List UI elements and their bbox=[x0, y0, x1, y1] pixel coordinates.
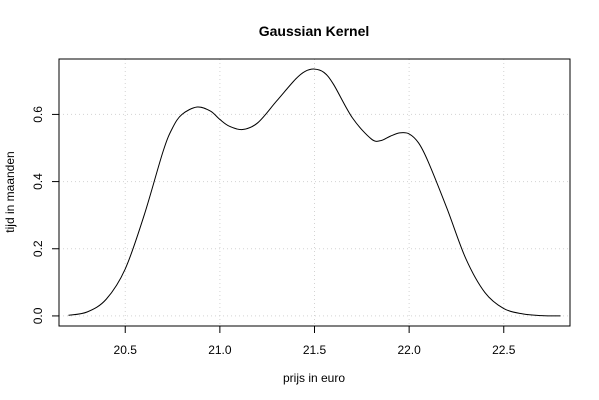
x-tick-label: 21.0 bbox=[208, 343, 232, 357]
x-tick-label: 20.5 bbox=[114, 343, 138, 357]
x-tick-label: 22.5 bbox=[492, 343, 516, 357]
x-tick-label: 21.5 bbox=[303, 343, 327, 357]
y-axis: 0.0 0.2 0.4 0.6 bbox=[31, 106, 59, 324]
grid bbox=[59, 59, 570, 326]
chart-title: Gaussian Kernel bbox=[259, 23, 370, 39]
y-tick-label: 0.0 bbox=[31, 307, 45, 324]
y-tick-label: 0.4 bbox=[31, 173, 45, 190]
x-tick-label: 22.0 bbox=[397, 343, 421, 357]
y-axis-label: tijd in maanden bbox=[3, 151, 17, 232]
y-tick-label: 0.2 bbox=[31, 240, 45, 257]
y-tick-label: 0.6 bbox=[31, 106, 45, 123]
x-axis-label: prijs in euro bbox=[283, 371, 345, 385]
density-curve bbox=[68, 68, 561, 317]
x-axis: 20.5 21.0 21.5 22.0 22.5 bbox=[114, 326, 516, 357]
